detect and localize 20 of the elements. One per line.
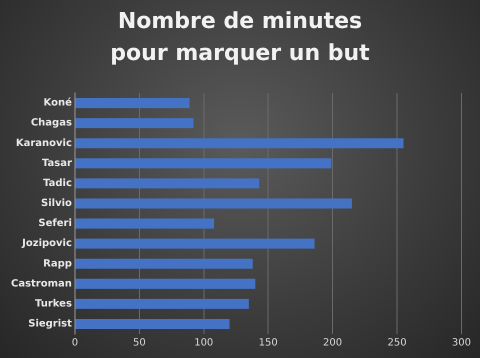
x-tick-label: 150 xyxy=(258,338,278,349)
y-tick-label: Chagas xyxy=(30,118,72,129)
x-tick-label: 300 xyxy=(452,338,472,349)
y-tick-label: Castroman xyxy=(10,278,72,290)
x-tick-label: 50 xyxy=(132,338,146,349)
chart-title: Nombre de minutes pour marquer un but xyxy=(109,8,371,68)
y-tick-label: Silvio xyxy=(41,198,72,210)
x-tick-label: 100 xyxy=(194,338,214,349)
y-tick-label: Rapp xyxy=(43,258,72,270)
y-tick-label: Siegrist xyxy=(28,318,72,330)
y-tick-label: Koné xyxy=(44,98,72,109)
y-tick-label: Jozipovic xyxy=(21,238,72,250)
y-tick-label: Turkes xyxy=(35,298,72,310)
y-tick-label: Karanovic xyxy=(16,138,72,149)
y-tick-label: Tasar xyxy=(42,158,72,169)
x-tick-label: 250 xyxy=(387,338,407,349)
x-tick-label: 0 xyxy=(72,338,78,349)
x-tick-label: 200 xyxy=(323,338,342,349)
y-tick-label: Tadic xyxy=(43,178,72,189)
y-tick-label: Seferi xyxy=(38,218,72,230)
